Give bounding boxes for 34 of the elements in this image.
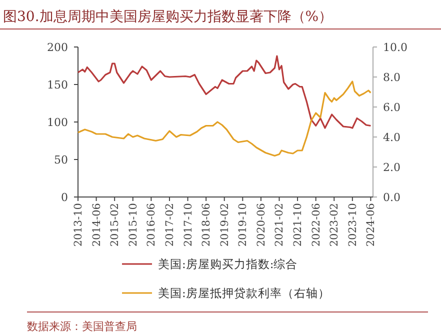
y2-tick-label: 10.0 <box>383 41 408 54</box>
line-series <box>77 80 372 157</box>
y2-tick-label: 4.0 <box>383 131 400 144</box>
source-note: 数据来源：美国普查局 <box>27 320 137 333</box>
x-tick-label: 2014-06 <box>90 202 103 247</box>
x-tick-label: 2015-02 <box>109 203 122 247</box>
x-tick-label: 2022-06 <box>310 202 322 247</box>
x-tick-label: 2023-02 <box>328 203 341 247</box>
x-tick-label: 2021-10 <box>292 203 304 247</box>
legend-label: 美国:房屋购买力指数:综合 <box>158 257 298 271</box>
y2-tick-label: 0.0 <box>383 191 400 204</box>
y-tick-label: 150 <box>47 78 68 92</box>
x-tick-label: 2018-06 <box>200 202 213 247</box>
y2-tick-label: 8.0 <box>383 71 400 84</box>
x-tick-label: 2017-10 <box>182 203 194 247</box>
x-tick-label: 2015-10 <box>127 203 140 247</box>
x-tick-label: 2017-02 <box>164 203 176 247</box>
legend-label: 美国:房屋抵押贷款利率（右轴） <box>158 286 330 300</box>
y-tick-label: 50 <box>54 154 68 166</box>
y-tick-label: 0 <box>61 191 68 204</box>
y-tick-label: 200 <box>47 41 68 54</box>
x-tick-label: 2019-02 <box>218 203 231 247</box>
x-tick-label: 2016-06 <box>146 202 158 247</box>
x-tick-label: 2013-10 <box>72 203 84 247</box>
chart-title: 图30.加息周期中美国房屋购买力指数显著下降（%） <box>3 9 333 25</box>
line-series <box>77 55 372 129</box>
y2-tick-label: 2.0 <box>383 161 400 174</box>
x-tick-label: 2024-06 <box>365 202 378 247</box>
x-tick-label: 2023-10 <box>346 203 359 247</box>
x-tick-label: 2020-06 <box>255 202 268 247</box>
y2-tick-label: 6.0 <box>383 101 400 114</box>
y-tick-label: 100 <box>47 116 68 129</box>
x-tick-label: 2021-02 <box>274 203 286 247</box>
x-tick-label: 2019-10 <box>237 203 250 247</box>
